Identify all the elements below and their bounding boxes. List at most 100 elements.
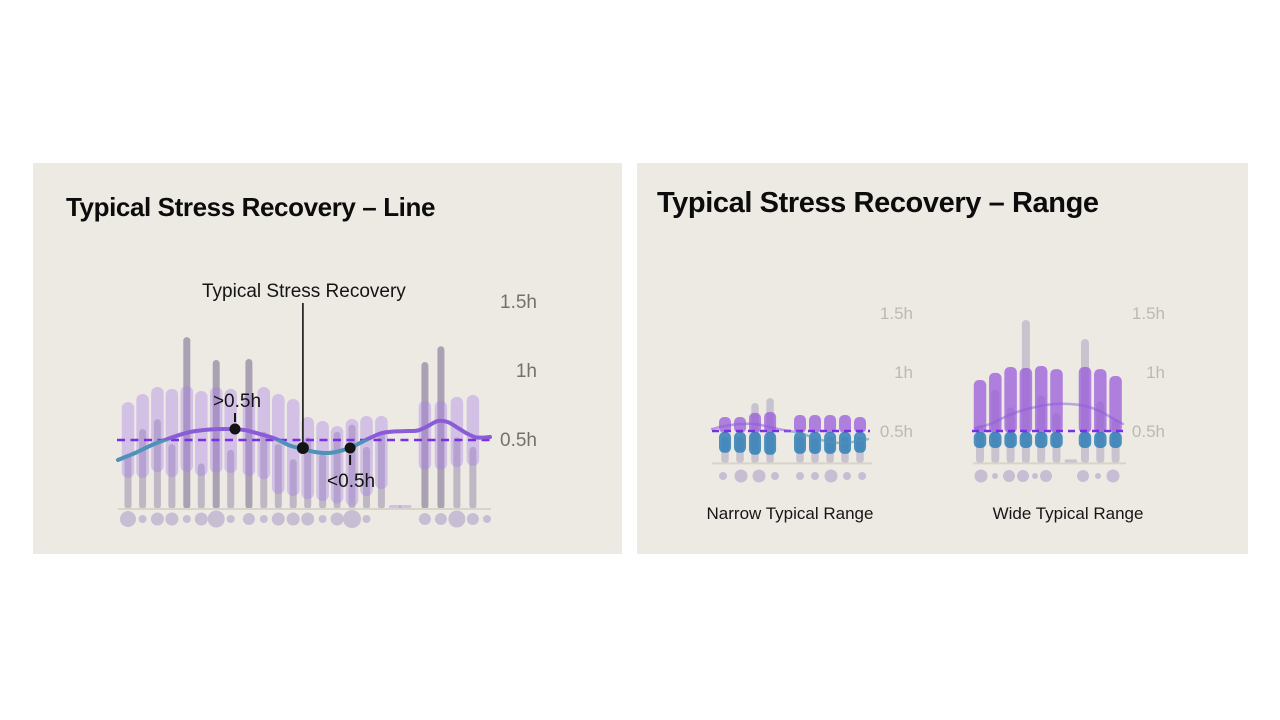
range-bar-above-typical — [854, 417, 866, 433]
wide-chart: 1.5h 1h 0.5h Wide Typical Range — [972, 304, 1165, 523]
annotations: >0.5h Typical Stress Recovery <0.5h — [202, 281, 406, 492]
range-bar-below-typical — [1019, 432, 1033, 448]
range-bar — [272, 394, 285, 494]
day-dot — [483, 515, 491, 523]
day-dot — [734, 469, 748, 483]
range-bar — [242, 394, 256, 476]
range-bar-below-typical — [989, 432, 1002, 448]
range-bar-below-typical — [749, 432, 761, 455]
line-chart-title: Typical Stress Recovery – Line — [66, 192, 436, 222]
range-bar-above-typical — [1078, 367, 1092, 433]
day-dot — [1106, 469, 1120, 483]
above-threshold-marker — [229, 423, 241, 435]
range-bar — [180, 386, 194, 472]
range-bar-below-typical — [1034, 432, 1048, 448]
line-chart: 1.5h 1h 0.5h >0.5h Typical Stress Recovery <0… — [116, 281, 537, 528]
range-bar-above-typical — [839, 415, 851, 433]
range-bar-below-typical — [1078, 432, 1092, 448]
range-bar — [418, 400, 432, 470]
stem-bar — [377, 431, 385, 509]
day-dot — [120, 511, 136, 527]
day-dot — [150, 512, 164, 526]
typical-marker — [296, 442, 309, 454]
range-bar-above-typical — [1004, 367, 1017, 433]
stem-bar — [227, 449, 235, 509]
recovery-trend-line-above — [973, 402, 1125, 430]
range-bar — [434, 400, 448, 470]
day-dot — [843, 472, 851, 480]
range-bars — [973, 366, 1122, 463]
stress-spike-stem — [421, 362, 429, 509]
day-dot — [824, 469, 838, 483]
stem-bar — [304, 437, 312, 509]
y-axis-tick-label: 1h — [516, 361, 537, 382]
range-bar-above-typical — [1094, 369, 1107, 433]
stems — [124, 337, 477, 509]
day-dot — [226, 515, 235, 523]
range-bar-below-typical — [1050, 432, 1063, 448]
range-bar — [375, 416, 388, 489]
range-bar-above-typical — [1109, 376, 1122, 433]
range-chart-title: Typical Stress Recovery – Range — [657, 187, 1099, 219]
range-bar-above-typical — [1034, 366, 1048, 433]
recovery-trend-line-above — [158, 418, 492, 440]
y-axis-tick-label: 0.5h — [500, 430, 537, 451]
range-bar-above-typical — [1050, 369, 1063, 433]
day-dots-row — [974, 469, 1120, 483]
range-bar-above-typical — [989, 372, 1002, 433]
range-bars — [719, 412, 866, 455]
y-axis-tick-label: 1.5h — [500, 292, 537, 313]
day-dot — [434, 513, 447, 525]
range-bar-below-typical — [973, 432, 987, 448]
recovery-trend-line-below — [116, 440, 371, 462]
day-dot — [719, 472, 727, 480]
stem-bar — [319, 453, 327, 509]
day-dot — [182, 515, 191, 523]
range-bar-below-typical — [719, 432, 731, 453]
panel-range-chart: Typical Stress Recovery – Range 1.5h 1h 0.… — [637, 163, 1248, 554]
day-dot — [165, 512, 179, 526]
range-bar-below-typical — [854, 432, 866, 453]
day-dot — [1032, 473, 1038, 479]
range-bar — [151, 387, 164, 472]
stress-spike-stem — [437, 346, 445, 509]
recovery-trend-line-above — [710, 422, 797, 431]
range-bar — [165, 388, 179, 477]
stress-recovery-line-chart: 1.5h 1h 0.5h >0.5h Typical Stress Recovery <0… — [116, 281, 537, 528]
panel-line-chart: Typical Stress Recovery – Line 1.5h 1h 0.5… — [33, 163, 622, 554]
day-dot — [207, 510, 225, 528]
range-bar-below-typical — [734, 432, 746, 453]
day-dot — [271, 512, 285, 526]
day-dot — [1040, 470, 1052, 482]
range-bar-below-typical — [1094, 432, 1107, 448]
range-bar — [450, 396, 464, 467]
stress-recovery-range-charts: 1.5h 1h 0.5h Narrow Typical Range 1.5h 1h 0.5h… — [707, 304, 1165, 523]
day-dot — [992, 473, 998, 479]
range-bar-above-typical — [1019, 368, 1033, 433]
narrow-chart: 1.5h 1h 0.5h Narrow Typical Range — [707, 304, 913, 523]
day-dot — [286, 512, 300, 526]
y-axis-tick-label: 1h — [894, 363, 913, 382]
day-dot — [259, 515, 268, 523]
day-dot — [138, 515, 147, 523]
stem-bar — [453, 437, 461, 509]
stem-bar — [124, 453, 132, 509]
y-axis-tick-label: 1.5h — [880, 304, 913, 323]
day-dot — [330, 512, 344, 526]
range-bar — [466, 395, 480, 466]
stem-bar — [197, 463, 205, 509]
day-dot — [1095, 473, 1101, 479]
day-dot — [771, 472, 779, 480]
range-bar-above-typical — [973, 380, 987, 433]
day-dot — [362, 515, 371, 523]
y-axis-tick-label: 0.5h — [1132, 422, 1165, 441]
range-bar-below-typical — [1109, 432, 1122, 448]
day-dot — [752, 469, 766, 483]
stem-bar — [274, 444, 282, 509]
below-threshold-marker — [344, 442, 356, 454]
y-axis-tick-label: 1h — [1146, 363, 1165, 382]
wide-caption: Wide Typical Range — [993, 504, 1144, 523]
flat-mark — [388, 505, 402, 509]
day-dots-row — [120, 510, 491, 528]
day-dot — [318, 515, 327, 523]
